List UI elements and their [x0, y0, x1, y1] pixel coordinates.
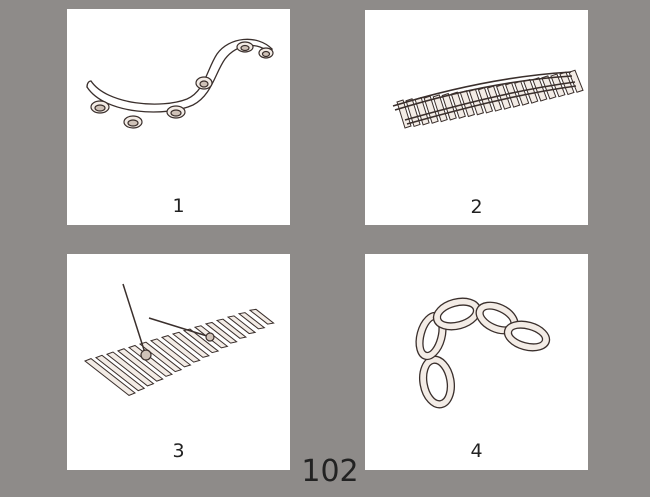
- xylophone-bar: [237, 312, 266, 330]
- page-number: 102: [301, 454, 359, 489]
- xylophone-bar: [171, 331, 211, 358]
- railway-tie: [495, 83, 512, 110]
- tambourine-icon: [86, 38, 274, 129]
- railway-tie: [396, 99, 412, 129]
- panel-number: 3: [172, 440, 185, 462]
- panel-3[interactable]: 3: [67, 254, 290, 470]
- panel-number: 1: [172, 195, 185, 217]
- xylophone-bar: [160, 335, 201, 363]
- xylophone-bar: [94, 354, 146, 392]
- xylophone-bar: [149, 338, 192, 368]
- railway-track-icon: [392, 69, 584, 129]
- xylophone-bar: [138, 341, 183, 373]
- railway-tie: [441, 92, 457, 121]
- railway-tie: [541, 75, 557, 100]
- xylophone-bar: [226, 315, 257, 335]
- railway-tie: [432, 94, 448, 123]
- xylophone-bar: [215, 318, 248, 339]
- panel-1[interactable]: 1: [67, 9, 290, 225]
- panel-2[interactable]: 2: [365, 10, 588, 225]
- panel-4[interactable]: 4: [365, 254, 588, 470]
- xylophone-bar: [248, 308, 275, 325]
- xylophone-bar: [204, 321, 238, 344]
- panel-number: 4: [470, 440, 483, 462]
- xylophone-bar: [105, 351, 155, 387]
- chain-icon: [415, 297, 551, 409]
- xylophone-bar: [127, 344, 173, 377]
- railway-tie: [486, 85, 503, 112]
- xylophone-bar: [116, 348, 164, 382]
- panel-number: 2: [470, 196, 483, 218]
- xylophone-icon: [84, 283, 275, 396]
- xylophone-bar: [84, 358, 136, 396]
